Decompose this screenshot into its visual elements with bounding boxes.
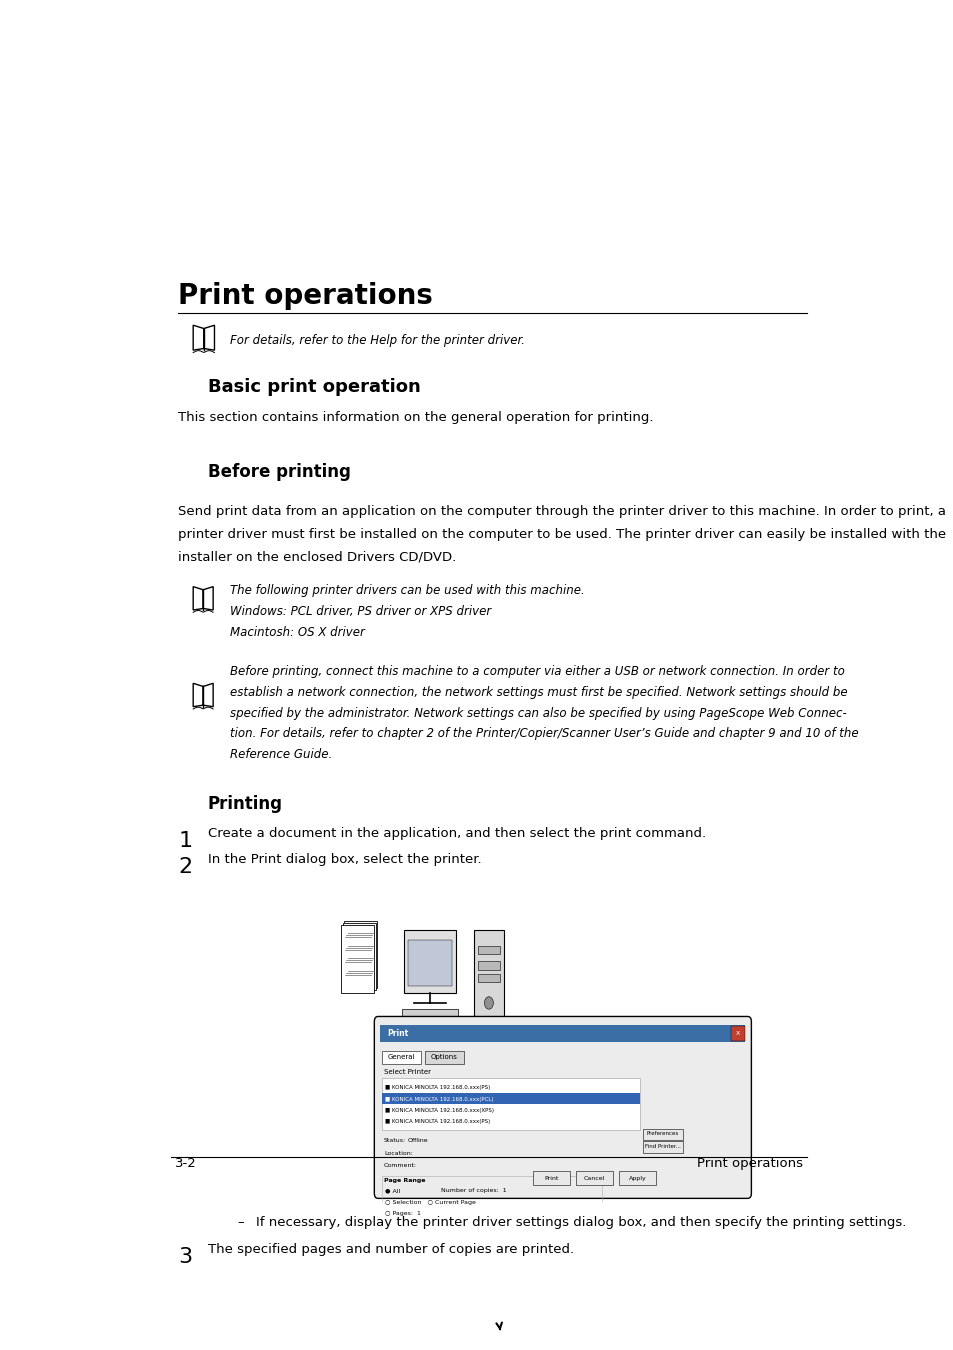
Text: Preferences: Preferences: [646, 1131, 679, 1137]
Text: Apply: Apply: [628, 1176, 646, 1181]
Text: For details, refer to the Help for the printer driver.: For details, refer to the Help for the p…: [230, 333, 524, 347]
Bar: [618, 1172, 656, 1185]
Text: Before printing, connect this machine to a computer via either a USB or network : Before printing, connect this machine to…: [230, 666, 844, 678]
Circle shape: [484, 996, 493, 1010]
Text: ○ Selection   ○ Current Page: ○ Selection ○ Current Page: [385, 1200, 476, 1206]
Bar: [533, 1172, 570, 1185]
Bar: [390, 1295, 430, 1350]
FancyBboxPatch shape: [374, 1017, 751, 1199]
Bar: [576, 1172, 613, 1185]
Bar: [391, 1292, 431, 1350]
Bar: [642, 1141, 682, 1153]
Bar: [430, 1305, 443, 1316]
Bar: [477, 973, 499, 983]
Bar: [407, 940, 452, 987]
Bar: [381, 1094, 639, 1104]
Text: Number of copies:  1: Number of copies: 1: [440, 1188, 506, 1193]
Text: ■ KONICA MINOLTA 192.168.0.xxx(XPS): ■ KONICA MINOLTA 192.168.0.xxx(XPS): [385, 1108, 494, 1112]
Text: Comment:: Comment:: [383, 1164, 416, 1168]
Text: The specified pages and number of copies are printed.: The specified pages and number of copies…: [208, 1243, 574, 1256]
Bar: [392, 1291, 433, 1350]
Text: installer on the enclosed Drivers CD/DVD.: installer on the enclosed Drivers CD/DVD…: [178, 551, 456, 564]
Text: Before printing: Before printing: [208, 463, 351, 482]
Bar: [474, 930, 503, 1018]
Text: Macintosh: OS X driver: Macintosh: OS X driver: [230, 625, 365, 639]
Text: Cancel: Cancel: [583, 1176, 605, 1181]
Bar: [521, 1341, 562, 1350]
Text: –: –: [237, 1216, 244, 1229]
Text: X: X: [735, 1031, 740, 1035]
Text: establish a network connection, the network settings must first be specified. Ne: establish a network connection, the netw…: [230, 686, 847, 699]
Text: Location:: Location:: [383, 1150, 413, 1156]
Text: 3-2: 3-2: [174, 1157, 196, 1170]
Text: printer driver must first be installed on the computer to be used. The printer d: printer driver must first be installed o…: [178, 528, 945, 541]
Bar: [380, 1025, 744, 1042]
Bar: [381, 1176, 601, 1219]
Text: Options: Options: [431, 1054, 457, 1060]
Text: ● All: ● All: [385, 1188, 400, 1193]
Text: 2: 2: [178, 857, 193, 878]
Bar: [731, 1026, 744, 1041]
Text: This section contains information on the general operation for printing.: This section contains information on the…: [178, 412, 653, 424]
Text: specified by the administrator. Network settings can also be specified by using : specified by the administrator. Network …: [230, 706, 846, 720]
Text: Printing: Printing: [208, 795, 283, 813]
Text: ■ KONICA MINOLTA 192.168.0.xxx(PCL): ■ KONICA MINOLTA 192.168.0.xxx(PCL): [385, 1096, 494, 1102]
Text: Find Printer...: Find Printer...: [644, 1143, 680, 1149]
Text: Print: Print: [387, 1029, 408, 1038]
Bar: [424, 1050, 463, 1064]
Text: Send print data from an application on the computer through the printer driver t: Send print data from an application on t…: [178, 505, 945, 518]
Text: Create a document in the application, and then select the print command.: Create a document in the application, an…: [208, 828, 705, 840]
Text: Reference Guide.: Reference Guide.: [230, 748, 332, 761]
Bar: [381, 1077, 639, 1130]
Bar: [642, 1129, 682, 1141]
Text: Print operations: Print operations: [178, 282, 433, 309]
Bar: [401, 1010, 457, 1019]
Bar: [441, 1278, 617, 1350]
Text: Page Range: Page Range: [383, 1177, 425, 1183]
Bar: [381, 1050, 420, 1064]
Bar: [477, 961, 499, 969]
Bar: [341, 925, 374, 992]
Text: 1: 1: [178, 832, 193, 852]
Text: Basic print operation: Basic print operation: [208, 378, 420, 396]
Bar: [344, 921, 376, 988]
Text: Windows: PCL driver, PS driver or XPS driver: Windows: PCL driver, PS driver or XPS dr…: [230, 605, 491, 618]
Bar: [342, 923, 375, 991]
Text: Print operations: Print operations: [697, 1157, 802, 1170]
Text: ○ Pages:  1: ○ Pages: 1: [385, 1211, 421, 1216]
Text: The following printer drivers can be used with this machine.: The following printer drivers can be use…: [230, 585, 584, 597]
Text: tion. For details, refer to chapter 2 of the Printer/Copier/Scanner User’s Guide: tion. For details, refer to chapter 2 of…: [230, 728, 858, 741]
Bar: [403, 930, 456, 992]
Bar: [445, 1278, 600, 1330]
Text: Offline: Offline: [407, 1138, 428, 1143]
Text: General: General: [387, 1054, 415, 1060]
Text: ■ KONICA MINOLTA 192.168.0.xxx(PS): ■ KONICA MINOLTA 192.168.0.xxx(PS): [385, 1085, 490, 1089]
Text: If necessary, display the printer driver settings dialog box, and then specify t: If necessary, display the printer driver…: [255, 1216, 905, 1229]
Text: In the Print dialog box, select the printer.: In the Print dialog box, select the prin…: [208, 853, 481, 867]
Bar: [477, 946, 499, 954]
Text: 3: 3: [178, 1247, 193, 1268]
Text: ■ KONICA MINOLTA 192.168.0.xxx(PS): ■ KONICA MINOLTA 192.168.0.xxx(PS): [385, 1119, 490, 1125]
Text: Print: Print: [544, 1176, 558, 1181]
Text: Status:: Status:: [383, 1138, 406, 1143]
Text: Select Printer: Select Printer: [383, 1069, 431, 1076]
